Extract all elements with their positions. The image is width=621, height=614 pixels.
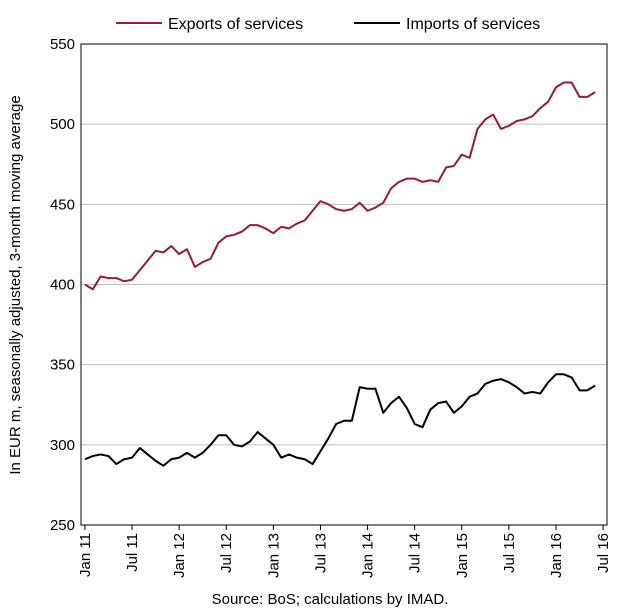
x-tick-label: Jan 14 xyxy=(360,533,377,578)
imports-series-line xyxy=(84,373,596,467)
x-tick-label: Jan 15 xyxy=(454,533,471,578)
x-tick-label: Jul 13 xyxy=(312,533,329,573)
legend-label-imports: Imports of services xyxy=(406,16,540,33)
x-tick-label: Jul 12 xyxy=(218,533,235,573)
x-tick-labels: Jan 11 Jul 11 Jan 12 Jul 12 Jan 13 Jul 13 Jan … xyxy=(77,525,612,578)
y-tick-label: 500 xyxy=(50,116,75,133)
y-tick-labels: 250 300 350 400 450 500 550 xyxy=(50,36,75,534)
y-tick-label: 300 xyxy=(50,437,75,454)
exports-series-line xyxy=(84,81,596,291)
y-tick-label: 250 xyxy=(50,517,75,534)
x-tick-label: Jul 15 xyxy=(501,533,518,573)
source-note: Source: BoS; calculations by IMAD. xyxy=(212,591,449,608)
gridlines xyxy=(81,123,607,446)
axes xyxy=(80,43,608,526)
y-tick-label: 450 xyxy=(50,196,75,213)
legend: Exports of services Imports of services xyxy=(116,16,540,33)
x-tick-label: Jul 16 xyxy=(595,533,612,573)
plot-frame xyxy=(80,43,608,526)
y-axis-title: In EUR m, seasonally adjusted, 3-month m… xyxy=(7,95,24,474)
x-tick-label: Jan 13 xyxy=(265,533,282,578)
x-tick-label: Jul 11 xyxy=(124,533,141,572)
legend-label-exports: Exports of services xyxy=(168,16,303,33)
x-tick-label: Jan 11 xyxy=(77,533,94,577)
y-tick-label: 350 xyxy=(50,357,75,374)
y-tick-label: 400 xyxy=(50,277,75,294)
x-tick-label: Jan 12 xyxy=(171,533,188,578)
series-lines xyxy=(84,81,596,467)
y-tick-label: 550 xyxy=(50,36,75,53)
x-tick-label: Jul 14 xyxy=(407,533,424,573)
x-tick-label: Jan 16 xyxy=(548,533,565,578)
